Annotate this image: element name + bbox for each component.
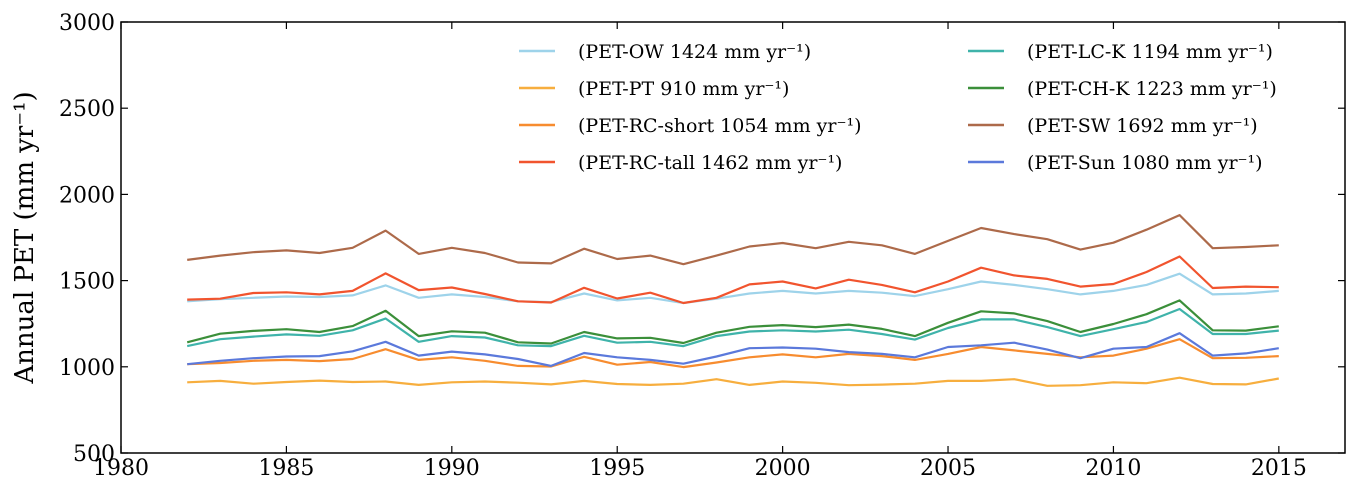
y-axis-title: Annual PET (mm yr⁻¹) [10,91,40,384]
legend-label: (PET-SW 1692 mm yr⁻¹) [1027,115,1258,137]
y-tick-label: 1500 [59,270,115,295]
series-line-1 [187,272,1279,305]
series-line-6 [186,299,1279,345]
legend: (PET-OW 1424 mm yr⁻¹) (PET-PT 910 mm yr⁻¹… [519,41,1277,174]
x-tick-label: 1990 [424,456,480,481]
legend-label: (PET-OW 1424 mm yr⁻¹) [578,41,811,63]
series-line-8 [187,332,1279,367]
series-lines [186,214,1279,387]
x-tick-label: 2000 [755,456,811,481]
series-line-2 [187,376,1279,387]
legend-label: (PET-LC-K 1194 mm yr⁻¹) [1027,41,1273,63]
x-tick-label: 1985 [258,456,314,481]
plot-frame [120,21,1346,454]
axis-tick-labels: 1980 1985 1990 1995 2000 2005 2010 2015 500 1000 1… [59,11,1307,481]
legend-label: (PET-RC-tall 1462 mm yr⁻¹) [578,152,842,174]
series-line-3 [187,338,1279,369]
y-tick-label: 2000 [59,183,115,208]
x-tick-label: 2015 [1251,456,1307,481]
series-line-4 [187,255,1279,305]
y-tick-label: 1000 [59,356,115,381]
series-line-5 [186,307,1279,348]
y-tick-label: 2500 [59,97,115,122]
series-line-7 [187,214,1279,266]
x-tick-label: 2010 [1085,456,1141,481]
legend-label: (PET-Sun 1080 mm yr⁻¹) [1027,152,1263,174]
y-tick-label: 500 [73,442,115,467]
x-tick-label: 2005 [920,456,976,481]
y-tick-label: 3000 [59,11,115,36]
legend-label: (PET-PT 910 mm yr⁻¹) [578,78,789,100]
legend-label: (PET-RC-short 1054 mm yr⁻¹) [578,115,862,137]
x-tick-label: 1980 [93,456,149,481]
axis-ticks [120,21,1345,454]
x-tick-label: 1995 [589,456,645,481]
legend-label: (PET-CH-K 1223 mm yr⁻¹) [1027,78,1277,100]
